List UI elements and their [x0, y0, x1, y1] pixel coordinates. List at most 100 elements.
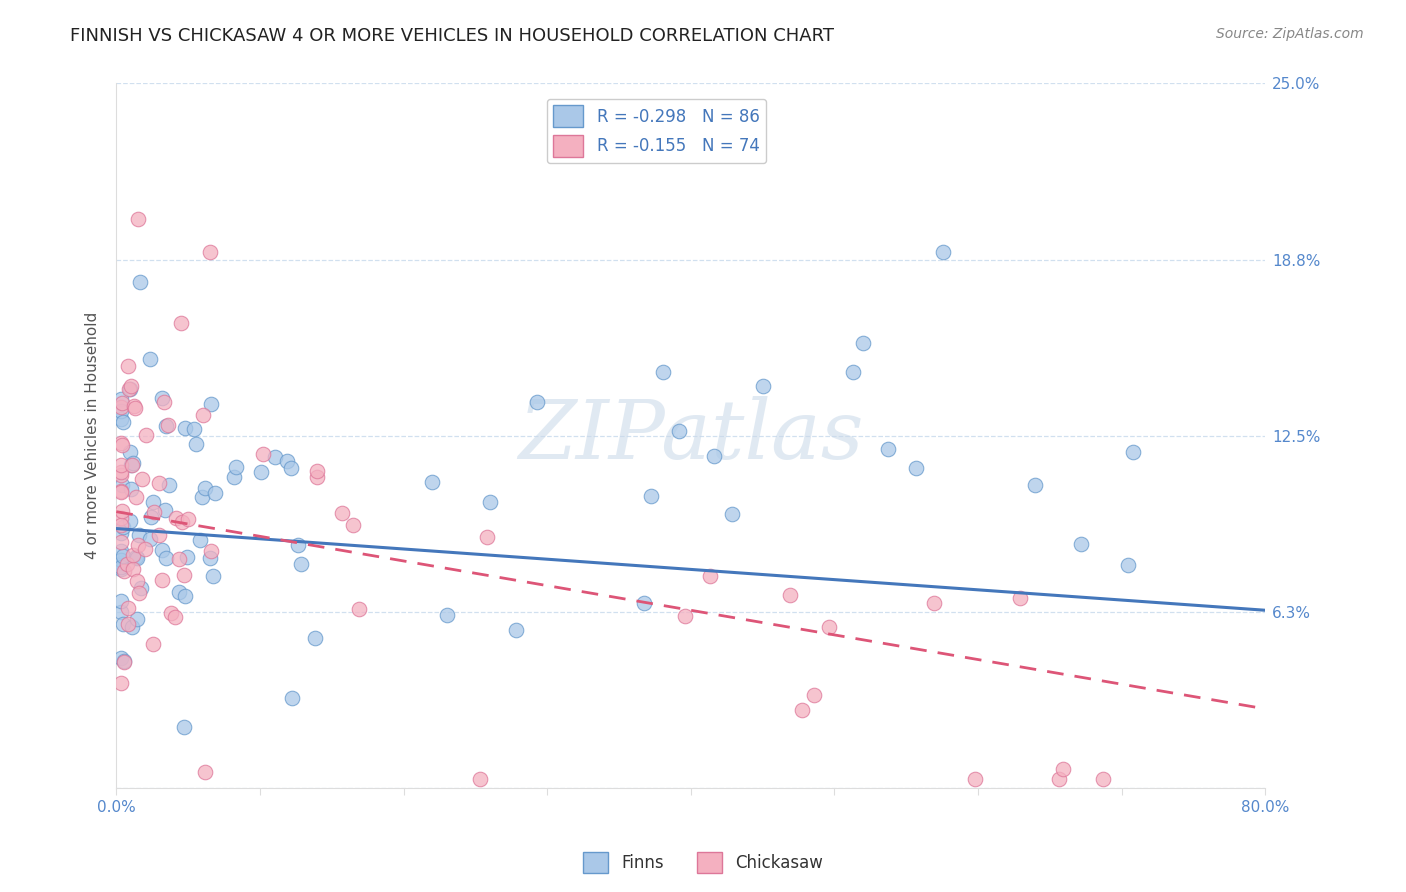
Point — [120, 445, 142, 459]
Point — [1024, 478, 1046, 492]
Text: Source: ZipAtlas.com: Source: ZipAtlas.com — [1216, 27, 1364, 41]
Point — [117, 359, 139, 374]
Point — [170, 316, 193, 330]
Point — [110, 676, 132, 690]
Point — [1047, 772, 1070, 787]
Point — [651, 365, 673, 379]
Point — [142, 505, 165, 519]
Point — [120, 482, 142, 496]
Point — [127, 538, 149, 552]
Point — [668, 424, 690, 438]
Point — [110, 593, 132, 607]
Point — [125, 612, 148, 626]
Point — [110, 651, 132, 665]
Point — [110, 401, 132, 415]
Point — [142, 638, 165, 652]
Point — [526, 395, 548, 409]
Point — [173, 720, 195, 734]
Point — [280, 461, 302, 475]
Point — [110, 392, 132, 406]
Point — [852, 335, 875, 350]
Point — [250, 465, 273, 479]
Point — [174, 421, 197, 435]
Legend: Finns, Chickasaw: Finns, Chickasaw — [576, 846, 830, 880]
Point — [117, 601, 139, 615]
Text: ZIPatlas: ZIPatlas — [517, 395, 863, 475]
Point — [110, 404, 132, 418]
Point — [673, 608, 696, 623]
Point — [505, 623, 527, 637]
Point — [475, 530, 498, 544]
Point — [115, 557, 138, 571]
Point — [924, 596, 946, 610]
Point — [110, 556, 132, 570]
Point — [818, 620, 841, 634]
Point — [479, 494, 502, 508]
Point — [304, 631, 326, 645]
Point — [792, 703, 814, 717]
Point — [128, 276, 150, 290]
Point — [110, 535, 132, 549]
Point — [222, 470, 245, 484]
Point — [125, 490, 148, 504]
Point — [153, 502, 176, 516]
Point — [118, 514, 141, 528]
Point — [157, 477, 180, 491]
Point — [633, 596, 655, 610]
Point — [470, 772, 492, 787]
Point — [112, 656, 135, 670]
Point — [122, 456, 145, 470]
Point — [112, 654, 135, 668]
Point — [124, 401, 146, 415]
Point — [112, 564, 135, 578]
Point — [110, 458, 132, 472]
Point — [877, 442, 900, 456]
Point — [177, 512, 200, 526]
Point — [118, 383, 141, 397]
Point — [127, 211, 149, 226]
Point — [699, 569, 721, 583]
Point — [110, 518, 132, 533]
Point — [142, 495, 165, 509]
Point — [200, 397, 222, 411]
Point — [128, 527, 150, 541]
Point — [188, 533, 211, 548]
Point — [330, 506, 353, 520]
Point — [117, 616, 139, 631]
Point — [110, 468, 132, 483]
Point — [112, 617, 135, 632]
Point — [110, 511, 132, 525]
Point — [110, 559, 132, 574]
Point — [150, 574, 173, 588]
Point — [281, 690, 304, 705]
Text: FINNISH VS CHICKASAW 4 OR MORE VEHICLES IN HOUSEHOLD CORRELATION CHART: FINNISH VS CHICKASAW 4 OR MORE VEHICLES … — [70, 27, 834, 45]
Point — [129, 581, 152, 595]
Point — [160, 606, 183, 620]
Point — [118, 382, 141, 396]
Point — [134, 541, 156, 556]
Point — [110, 435, 132, 450]
Point — [932, 244, 955, 259]
Point — [194, 764, 217, 779]
Point — [155, 550, 177, 565]
Point — [264, 450, 287, 464]
Point — [290, 558, 312, 572]
Point — [904, 460, 927, 475]
Point — [204, 486, 226, 500]
Point — [721, 507, 744, 521]
Point — [167, 552, 190, 566]
Point — [1116, 558, 1139, 573]
Point — [111, 396, 134, 410]
Point — [157, 418, 180, 433]
Point — [779, 588, 801, 602]
Point — [287, 538, 309, 552]
Point — [163, 610, 186, 624]
Point — [436, 608, 458, 623]
Point — [963, 772, 986, 787]
Point — [252, 447, 274, 461]
Point — [276, 454, 298, 468]
Point — [111, 549, 134, 563]
Point — [110, 483, 132, 498]
Point — [167, 585, 190, 599]
Point — [307, 470, 329, 484]
